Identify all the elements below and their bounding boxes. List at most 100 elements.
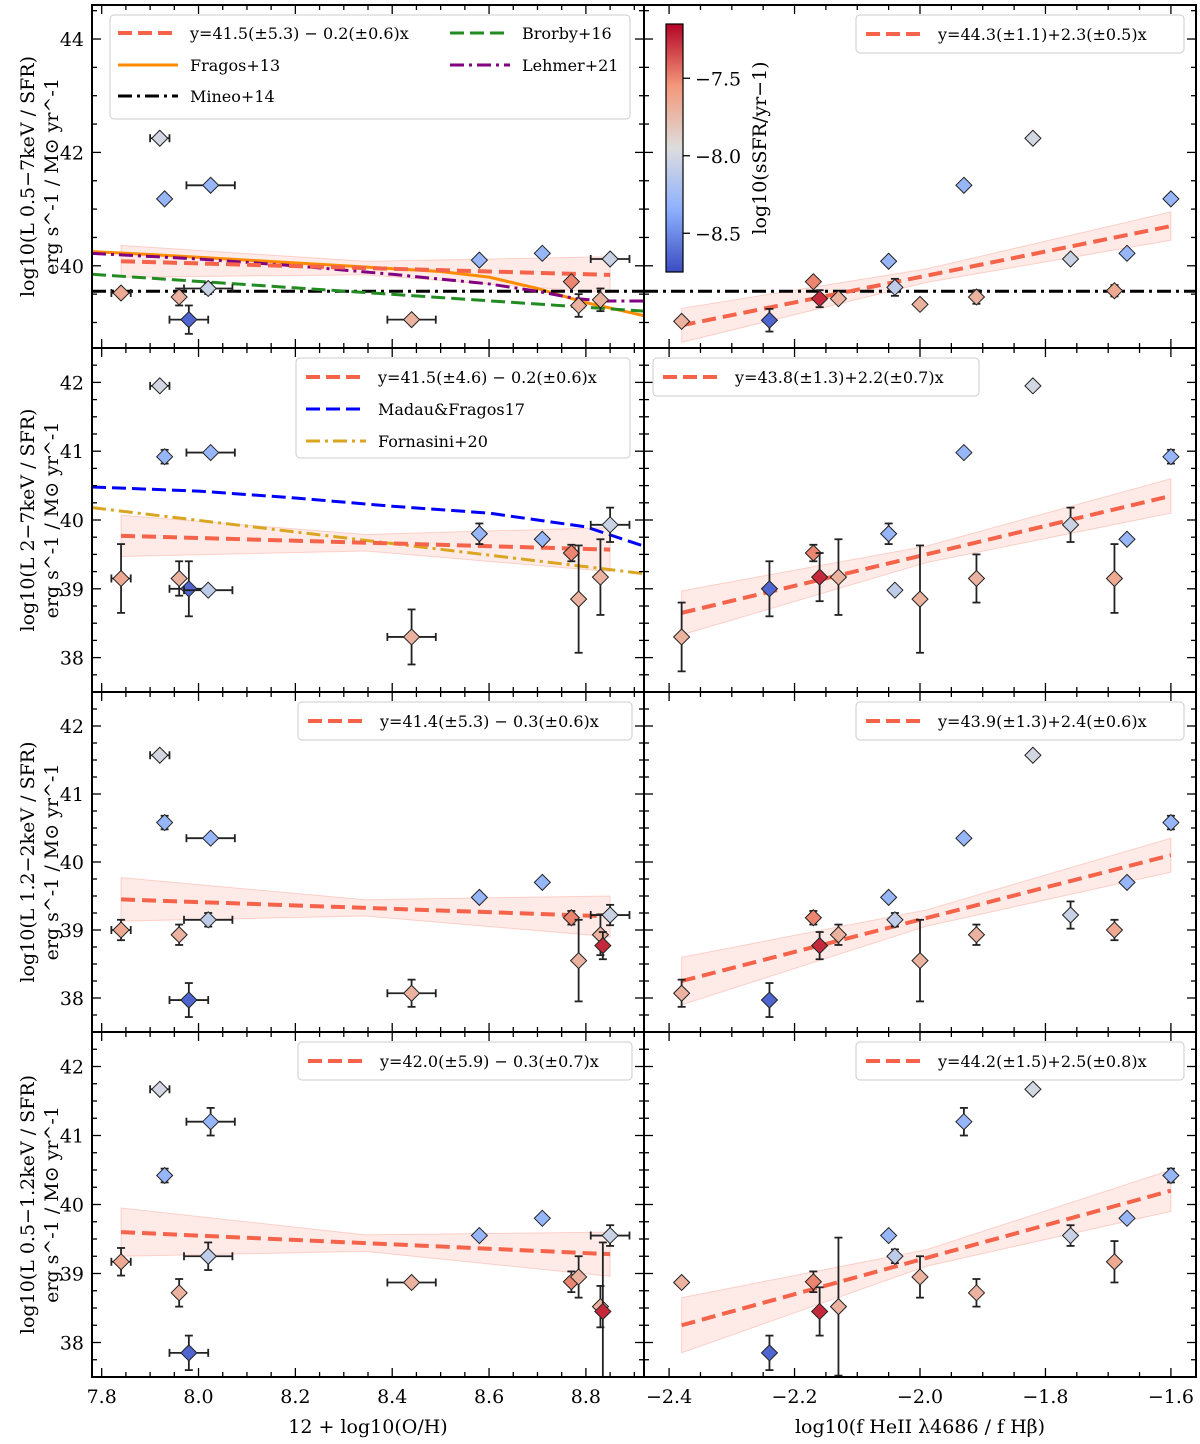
data-point xyxy=(672,1273,691,1292)
panel-row1-right: y=44.3(±1.1)+2.3(±0.5)x xyxy=(643,4,1197,349)
data-point xyxy=(1061,1226,1080,1245)
data-point xyxy=(1105,282,1124,300)
data-point xyxy=(170,569,188,588)
data-point xyxy=(112,284,130,302)
fit-confidence-band xyxy=(681,478,1172,636)
data-point xyxy=(672,628,691,646)
fit-confidence-band xyxy=(681,211,1172,343)
data-point xyxy=(911,951,929,970)
data-point xyxy=(470,888,489,907)
x-tick-label: −2.0 xyxy=(897,1386,943,1408)
x-tick-label: −2.2 xyxy=(771,1386,817,1408)
legend: y=43.8(±1.3)+2.2(±0.7)x xyxy=(652,357,980,397)
panel-row4-left: 38 39 40 41 42 7.8 8.0 8.2 8.4 8.6 8.8 y=42.0(±5.9)… xyxy=(60,1031,645,1408)
plot-area xyxy=(92,377,644,666)
panel-row3-right: y=43.9(±1.3)+2.4(±0.6)x xyxy=(643,691,1197,1033)
data-point xyxy=(1024,1080,1042,1098)
data-point xyxy=(112,1253,130,1271)
x-tick-label: −2.4 xyxy=(646,1386,692,1408)
legend-label: y=44.2(±1.5)+2.5(±0.8)x xyxy=(937,1052,1147,1071)
y-tick-label: 40 xyxy=(60,510,84,532)
data-point xyxy=(1162,813,1180,832)
data-point xyxy=(955,829,973,847)
legend: y=43.9(±1.3)+2.4(±0.6)x xyxy=(855,701,1185,741)
y-tick-label: 41 xyxy=(60,784,84,806)
data-point xyxy=(1024,377,1042,395)
data-point xyxy=(151,129,169,147)
legend: y=41.4(±5.3) − 0.3(±0.6)x xyxy=(297,701,633,741)
data-point xyxy=(879,888,898,907)
data-point xyxy=(155,190,174,208)
data-point xyxy=(955,176,973,194)
reference-line-brorby-16 xyxy=(92,272,644,313)
legend-frame xyxy=(855,1041,1185,1081)
x-axis-title-left: 12 + log10(O/H) xyxy=(288,1416,447,1438)
panel-frame xyxy=(91,1031,645,1378)
data-point xyxy=(1118,244,1136,263)
colorbar: −8.5 −8.0 −7.5 log10(sSFR/yr−1) xyxy=(665,23,771,273)
data-point xyxy=(601,250,619,268)
data-point xyxy=(151,746,169,764)
y-tick-label: 42 xyxy=(60,142,84,164)
data-point xyxy=(155,813,174,832)
data-point xyxy=(562,272,581,291)
y-tick-label: 42 xyxy=(60,372,84,394)
legend-frame xyxy=(855,14,1185,54)
legend-label: Brorby+16 xyxy=(522,24,612,43)
plot-area xyxy=(110,1080,631,1377)
data-point xyxy=(879,1226,898,1245)
data-point xyxy=(601,906,619,924)
data-point xyxy=(810,936,829,955)
data-point xyxy=(180,310,198,329)
fit-line xyxy=(120,533,611,552)
data-point xyxy=(760,311,779,329)
data-point xyxy=(470,251,489,269)
x-tick-label: 8.2 xyxy=(280,1386,310,1408)
plot-area xyxy=(672,1080,1180,1377)
y-axis-units: erg s^-1 / M⊙ yr^-1 xyxy=(41,1106,63,1303)
data-point xyxy=(1061,906,1080,924)
data-point xyxy=(955,1112,973,1131)
data-point xyxy=(829,926,848,944)
data-point xyxy=(151,377,169,395)
y-tick-label: 40 xyxy=(60,1195,84,1217)
data-point xyxy=(760,580,779,598)
data-point xyxy=(911,1268,929,1286)
data-point xyxy=(601,1226,619,1245)
x-tick-label: 8.8 xyxy=(571,1386,601,1408)
data-point xyxy=(886,911,904,929)
data-point xyxy=(112,921,130,939)
fit-line xyxy=(120,259,611,277)
data-point xyxy=(533,873,552,892)
data-point xyxy=(1061,250,1080,268)
data-point xyxy=(533,1209,552,1228)
legend-label: Lehmer+21 xyxy=(522,56,618,75)
data-point xyxy=(1162,1166,1180,1185)
data-point xyxy=(1162,190,1180,208)
y-tick-label: 39 xyxy=(60,1264,84,1286)
x-tick-label: 8.4 xyxy=(377,1386,407,1408)
data-point xyxy=(967,569,986,588)
data-point xyxy=(1118,873,1136,892)
y-tick-label: 42 xyxy=(60,1057,84,1079)
legend-label: Fragos+13 xyxy=(190,56,280,75)
legend-label: y=41.4(±5.3) − 0.3(±0.6)x xyxy=(379,712,599,731)
data-point xyxy=(879,252,898,270)
data-point xyxy=(155,1166,174,1185)
colorbar-tick-label: −8.0 xyxy=(695,146,741,168)
legend-label: Madau&Fragos17 xyxy=(378,400,525,419)
data-point xyxy=(829,289,848,308)
data-point xyxy=(470,1226,489,1245)
y-tick-label: 44 xyxy=(60,29,84,51)
data-point xyxy=(201,829,220,847)
fit-line xyxy=(681,853,1172,983)
data-point xyxy=(1061,516,1080,534)
data-point xyxy=(470,525,489,543)
y-tick-label: 38 xyxy=(60,1333,84,1355)
data-point xyxy=(886,278,904,297)
y-axis-title: log10(L 0.5−7keV / SFR) xyxy=(17,56,39,297)
legend-label: y=41.5(±4.6) − 0.2(±0.6)x xyxy=(377,368,597,387)
data-point xyxy=(151,1080,169,1098)
data-point xyxy=(569,951,588,970)
